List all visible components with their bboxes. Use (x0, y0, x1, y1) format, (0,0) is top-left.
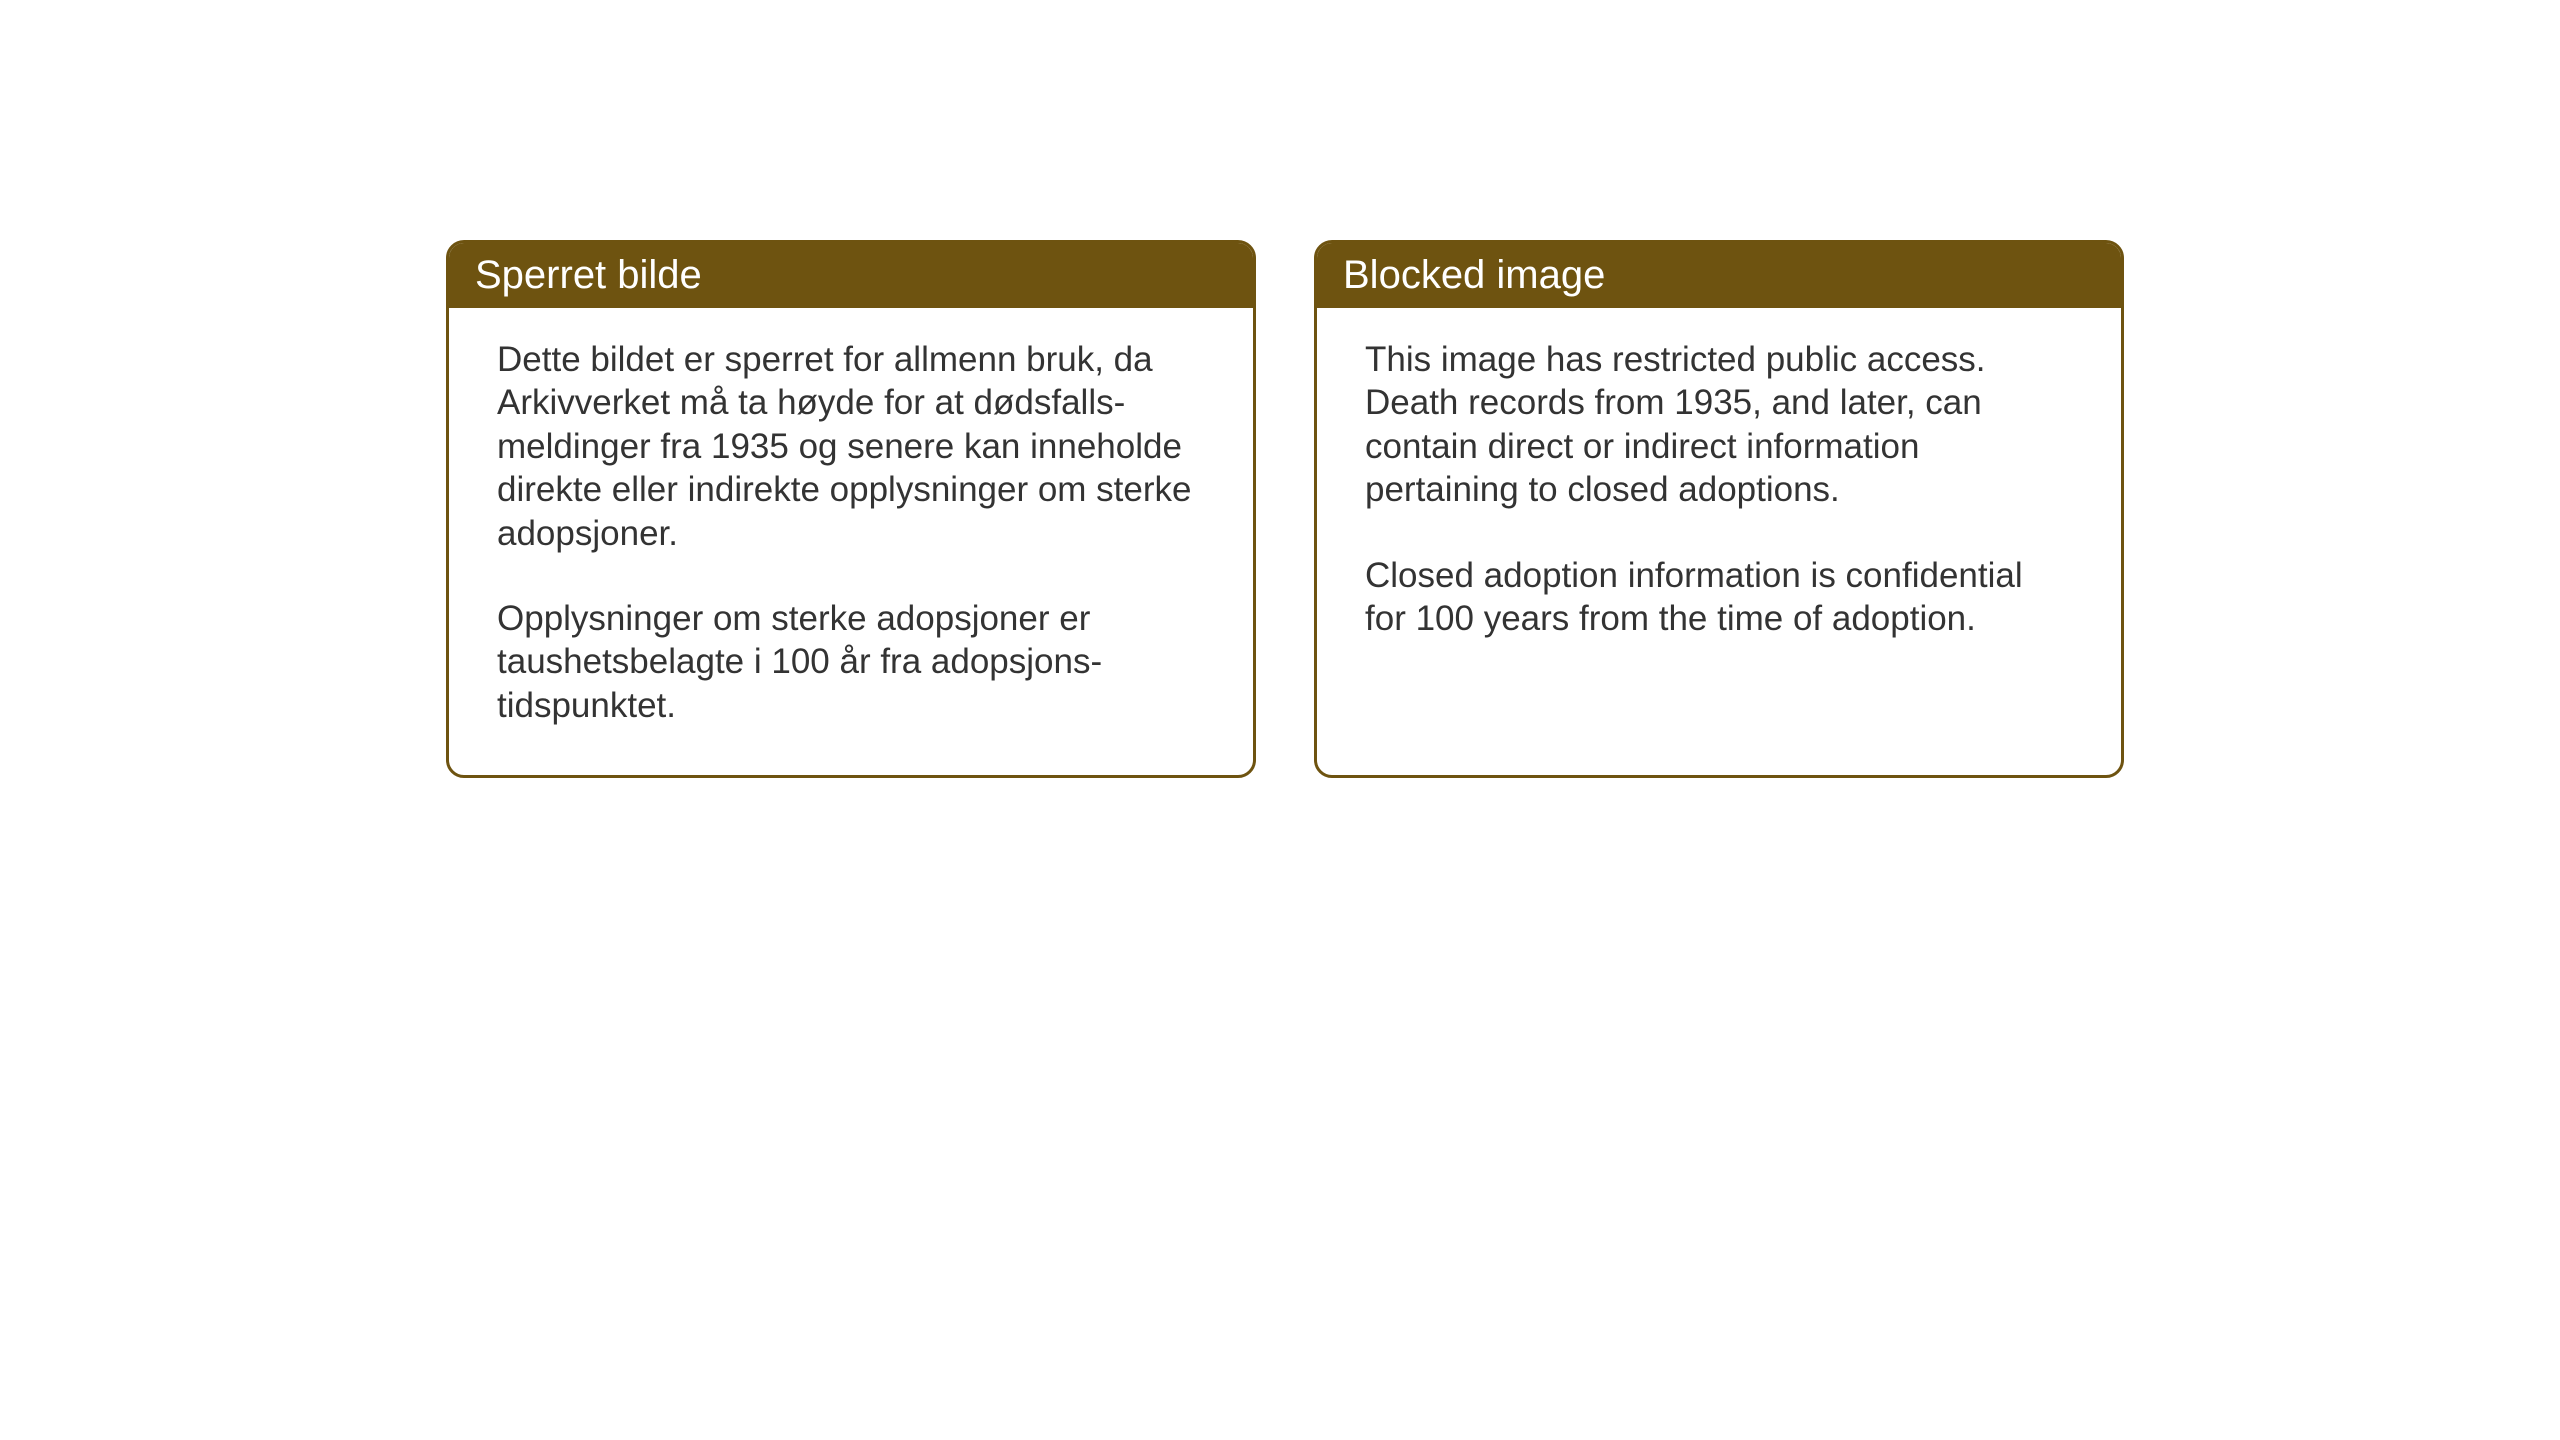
card-paragraph-1-english: This image has restricted public access.… (1365, 338, 2073, 512)
card-paragraph-1-norwegian: Dette bildet er sperret for allmenn bruk… (497, 338, 1205, 555)
card-header-english: Blocked image (1317, 243, 2121, 308)
card-title-norwegian: Sperret bilde (475, 253, 702, 297)
card-body-english: This image has restricted public access.… (1317, 308, 2121, 688)
card-paragraph-2-english: Closed adoption information is confident… (1365, 554, 2073, 641)
card-paragraph-2-norwegian: Opplysninger om sterke adopsjoner er tau… (497, 597, 1205, 727)
cards-container: Sperret bilde Dette bildet er sperret fo… (446, 240, 2124, 778)
card-header-norwegian: Sperret bilde (449, 243, 1253, 308)
card-body-norwegian: Dette bildet er sperret for allmenn bruk… (449, 308, 1253, 775)
card-title-english: Blocked image (1343, 253, 1605, 297)
card-english: Blocked image This image has restricted … (1314, 240, 2124, 778)
card-norwegian: Sperret bilde Dette bildet er sperret fo… (446, 240, 1256, 778)
